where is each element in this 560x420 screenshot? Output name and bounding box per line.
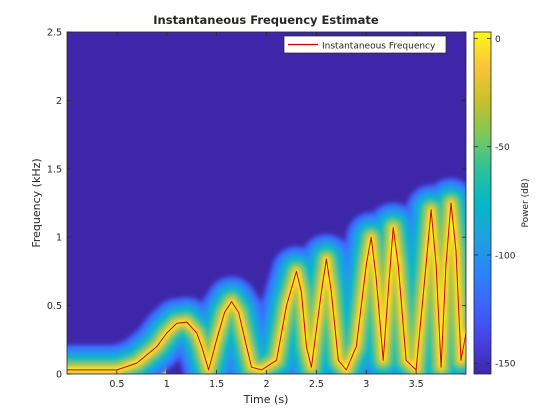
chart-title: Instantaneous Frequency Estimate: [153, 13, 379, 27]
y-tick-label: 0.5: [47, 301, 62, 312]
x-tick-label: 3.5: [409, 379, 424, 390]
colorbar-ticks: 0 -50 -100 -150: [474, 35, 516, 370]
legend-box: [283, 35, 447, 54]
colorbar-gradient: [473, 31, 492, 375]
x-axis-label: Time (s): [243, 393, 289, 406]
y-tick-label: 2.5: [47, 28, 62, 39]
x-axis: 0.5 1 1.5 2 2.5 3 3.5: [109, 32, 424, 390]
colorbar-tick-label: -150: [495, 360, 516, 370]
y-axis-label: Frequency (kHz): [30, 158, 43, 247]
series-layer: [67, 202, 466, 371]
y-tick-label: 1.5: [47, 164, 62, 175]
x-tick-label: 0.5: [109, 379, 124, 390]
x-tick-label: 3: [363, 379, 369, 390]
colorbar-label: Power (dB): [521, 179, 531, 228]
plot-area: [66, 31, 467, 375]
x-tick-label: 2: [263, 379, 269, 390]
legend: Instantaneous Frequency: [283, 35, 447, 54]
colorbar-tick-label: -100: [495, 251, 516, 261]
x-tick-label: 2.5: [309, 379, 324, 390]
y-tick-label: 0: [56, 370, 62, 381]
y-tick-label: 1: [56, 233, 62, 244]
colorbar-tick-label: -50: [495, 143, 510, 153]
y-axis: 0 0.5 1 1.5 2 2.5: [47, 28, 466, 381]
colorbar: 0 -50 -100 -150 Power (dB): [473, 31, 531, 375]
x-tick-label: 1.5: [209, 379, 224, 390]
series-line-instantaneous-frequency: [67, 202, 466, 371]
x-tick-label: 1: [164, 379, 170, 390]
y-tick-label: 2: [56, 96, 62, 107]
legend-entry: Instantaneous Frequency: [322, 42, 436, 52]
colorbar-tick-label: 0: [495, 35, 501, 45]
